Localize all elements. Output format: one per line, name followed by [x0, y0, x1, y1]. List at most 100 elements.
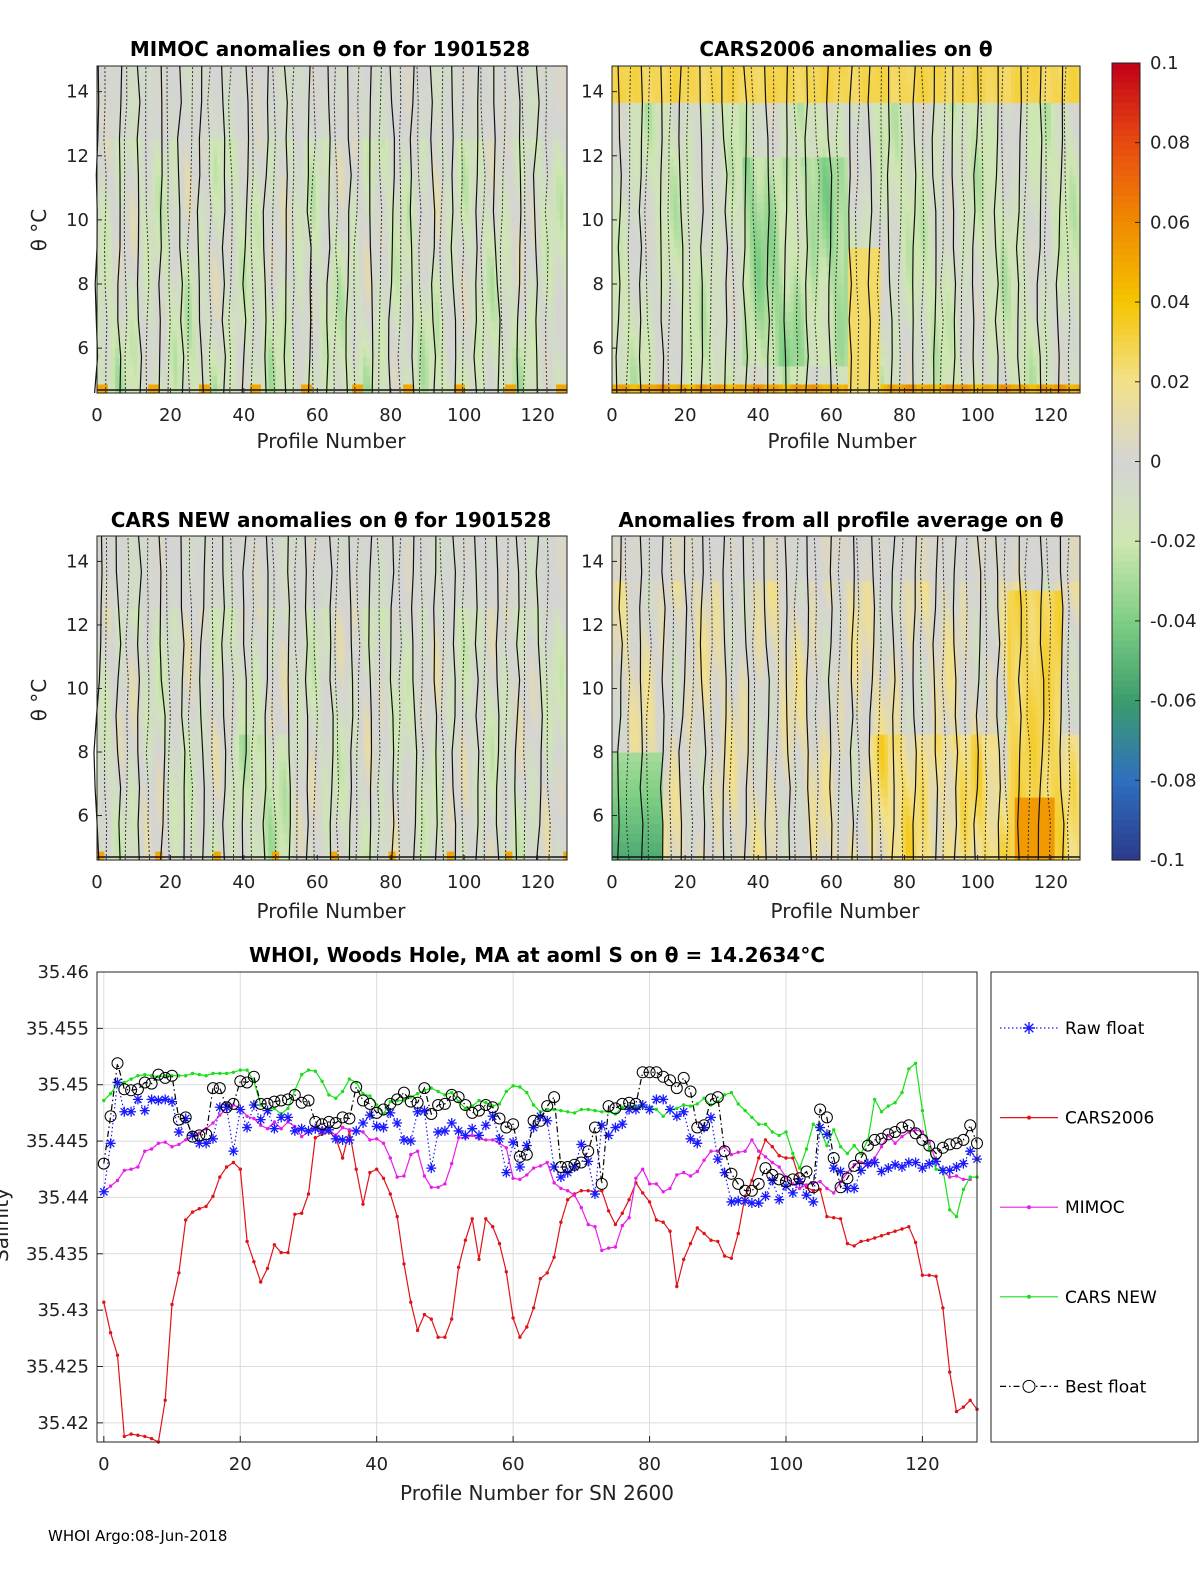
heatmap-cell: [337, 93, 341, 103]
heatmap-cell: [341, 66, 345, 76]
heatmap-cell: [337, 320, 341, 330]
heatmap-cell: [115, 75, 119, 85]
heatmap-cell: [268, 230, 272, 240]
heatmap-cell: [345, 157, 349, 167]
heatmap-cell: [392, 375, 396, 385]
heatmap-cell: [163, 193, 167, 203]
heatmap-cell: [228, 66, 232, 76]
heatmap-cell: [312, 275, 316, 285]
heatmap-cell: [414, 348, 418, 358]
heatmap-cell: [104, 166, 108, 176]
heatmap-cell: [228, 275, 232, 285]
heatmap-cell: [214, 84, 218, 94]
heatmap-cell: [399, 293, 403, 303]
heatmap-cell: [425, 193, 429, 203]
heatmap-cell: [312, 130, 316, 140]
heatmap-cell: [341, 311, 345, 321]
heatmap-cell: [323, 84, 327, 94]
heatmap-cell: [381, 284, 385, 294]
heatmap-cell: [399, 84, 403, 94]
heatmap-cell: [210, 293, 214, 303]
heatmap-cell: [403, 384, 407, 394]
heatmap-cell: [363, 320, 367, 330]
heatmap-cell: [272, 329, 276, 339]
heatmap-cell: [363, 239, 367, 249]
heatmap-cell: [217, 239, 221, 249]
heatmap-cell: [374, 193, 378, 203]
heatmap-cell: [363, 257, 367, 267]
heatmap-cell: [254, 248, 258, 258]
heatmap-cell: [257, 121, 261, 131]
heatmap-cell: [359, 239, 363, 249]
heatmap-cell: [141, 148, 145, 158]
heatmap-cell: [163, 366, 167, 376]
heatmap-cell: [217, 66, 221, 76]
heatmap-cell: [301, 75, 305, 85]
heatmap-cell: [203, 293, 207, 303]
heatmap-cell: [352, 202, 356, 212]
heatmap-cell: [334, 166, 338, 176]
heatmap-cell: [337, 293, 341, 303]
heatmap-cell: [407, 375, 411, 385]
heatmap-cell: [174, 157, 178, 167]
heatmap-cell: [232, 311, 236, 321]
heatmap-cell: [374, 84, 378, 94]
heatmap-cell: [316, 239, 320, 249]
heatmap-cell: [407, 284, 411, 294]
heatmap-cell: [104, 157, 108, 167]
heatmap-cell: [378, 293, 382, 303]
heatmap-cell: [257, 66, 261, 76]
heatmap-cell: [170, 111, 174, 121]
heatmap-cell: [108, 111, 112, 121]
heatmap-cell: [429, 384, 433, 394]
heatmap-cell: [330, 248, 334, 258]
heatmap-cell: [341, 148, 345, 158]
heatmap-cell: [170, 175, 174, 185]
heatmap-cell: [214, 157, 218, 167]
heatmap-cell: [323, 329, 327, 339]
heatmap-cell: [104, 230, 108, 240]
heatmap-cell: [352, 66, 356, 76]
heatmap-cell: [115, 375, 119, 385]
heatmap-cell: [399, 193, 403, 203]
heatmap-cell: [148, 202, 152, 212]
heatmap-cell: [301, 375, 305, 385]
heatmap-cell: [414, 257, 418, 267]
heatmap-cell: [257, 257, 261, 267]
heatmap-cell: [403, 248, 407, 258]
heatmap-cell: [174, 184, 178, 194]
heatmap-cell: [341, 130, 345, 140]
heatmap-cell: [130, 84, 134, 94]
heatmap-cell: [181, 75, 185, 85]
heatmap-cell: [254, 284, 258, 294]
heatmap-cell: [141, 130, 145, 140]
heatmap-cell: [192, 302, 196, 312]
heatmap-cell: [261, 66, 265, 76]
heatmap-cell: [356, 239, 360, 249]
heatmap-cell: [261, 157, 265, 167]
heatmap-cell: [323, 139, 327, 149]
heatmap-cell: [432, 84, 436, 94]
heatmap-cell: [429, 320, 433, 330]
heatmap-cell: [367, 357, 371, 367]
heatmap-cell: [163, 293, 167, 303]
heatmap-cell: [352, 193, 356, 203]
heatmap-cell: [276, 357, 280, 367]
heatmap-cell: [323, 257, 327, 267]
heatmap-cell: [261, 130, 265, 140]
heatmap-cell: [257, 311, 261, 321]
heatmap-cell: [214, 357, 218, 367]
heatmap-cell: [112, 84, 116, 94]
heatmap-cell: [195, 384, 199, 394]
heatmap-cell: [334, 230, 338, 240]
heatmap-cell: [181, 193, 185, 203]
heatmap-cell: [148, 175, 152, 185]
heatmap-cell: [112, 311, 116, 321]
heatmap-cell: [133, 75, 137, 85]
heatmap-cell: [352, 211, 356, 221]
heatmap-cell: [396, 157, 400, 167]
heatmap-cell: [170, 211, 174, 221]
heatmap-cell: [214, 339, 218, 349]
heatmap-cell: [396, 202, 400, 212]
heatmap-cell: [214, 175, 218, 185]
